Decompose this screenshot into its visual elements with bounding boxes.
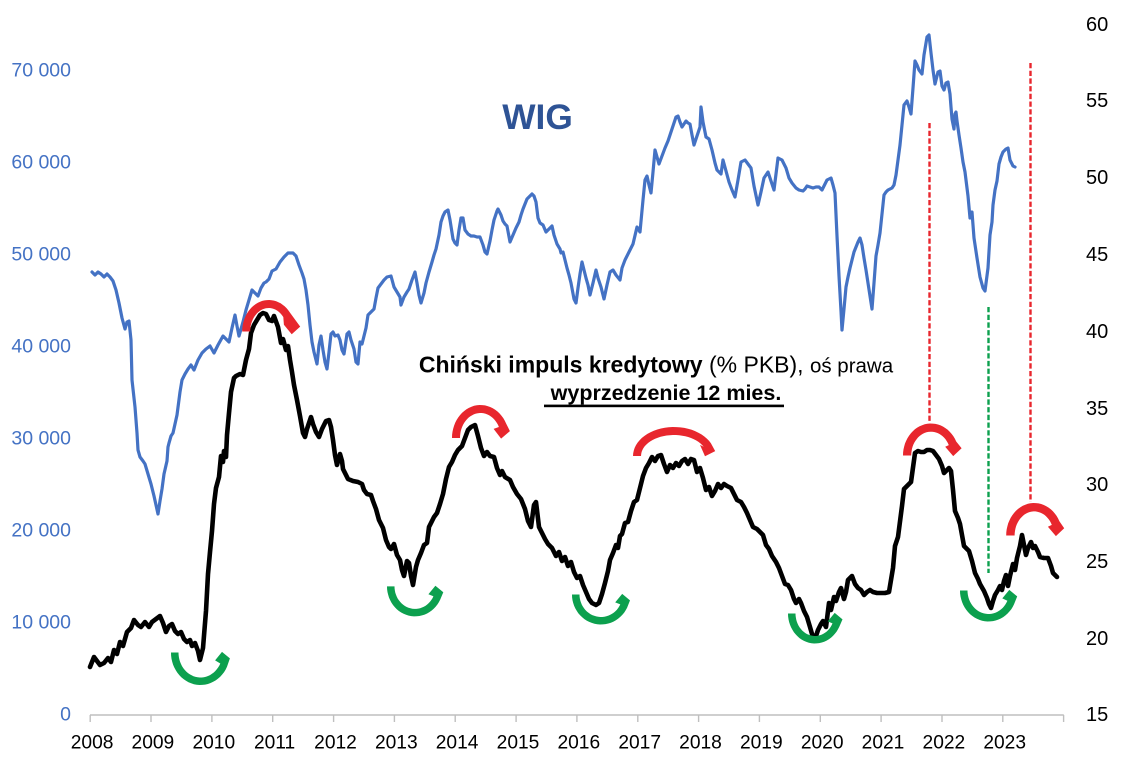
- svg-text:10 000: 10 000: [11, 612, 71, 634]
- svg-text:2009: 2009: [132, 733, 175, 754]
- svg-text:25: 25: [1086, 551, 1108, 573]
- svg-text:40 000: 40 000: [11, 336, 71, 358]
- svg-text:20: 20: [1086, 628, 1108, 650]
- svg-text:2022: 2022: [923, 733, 966, 754]
- svg-text:50 000: 50 000: [11, 244, 71, 266]
- svg-text:30 000: 30 000: [11, 428, 71, 450]
- svg-text:WIG: WIG: [502, 98, 573, 137]
- svg-text:15: 15: [1086, 704, 1108, 726]
- svg-text:0: 0: [60, 704, 71, 726]
- svg-text:2016: 2016: [557, 733, 600, 754]
- svg-text:60: 60: [1086, 14, 1108, 36]
- svg-text:2013: 2013: [375, 733, 418, 754]
- svg-text:35: 35: [1086, 398, 1108, 420]
- svg-text:Chiński impuls kredytowy (% PK: Chiński impuls kredytowy (% PKB), oś pra…: [419, 352, 894, 378]
- svg-text:60 000: 60 000: [11, 152, 71, 174]
- svg-text:2023: 2023: [983, 733, 1026, 754]
- svg-text:2020: 2020: [801, 733, 844, 754]
- svg-text:2021: 2021: [862, 733, 905, 754]
- svg-text:2011: 2011: [254, 733, 295, 754]
- svg-text:45: 45: [1086, 244, 1108, 266]
- svg-text:2019: 2019: [740, 733, 783, 754]
- svg-text:70 000: 70 000: [11, 60, 71, 82]
- svg-text:20 000: 20 000: [11, 520, 71, 542]
- svg-text:2010: 2010: [192, 733, 235, 754]
- svg-text:55: 55: [1086, 90, 1108, 112]
- svg-text:30: 30: [1086, 474, 1108, 496]
- svg-text:2014: 2014: [436, 733, 479, 754]
- svg-text:2015: 2015: [497, 733, 540, 754]
- svg-text:40: 40: [1086, 321, 1108, 343]
- svg-text:2008: 2008: [71, 733, 114, 754]
- svg-text:2012: 2012: [314, 733, 357, 754]
- svg-text:2017: 2017: [618, 733, 661, 754]
- svg-text:2018: 2018: [679, 733, 722, 754]
- svg-text:wyprzedzenie 12 mies.: wyprzedzenie 12 mies.: [550, 381, 782, 405]
- svg-text:50: 50: [1086, 167, 1108, 189]
